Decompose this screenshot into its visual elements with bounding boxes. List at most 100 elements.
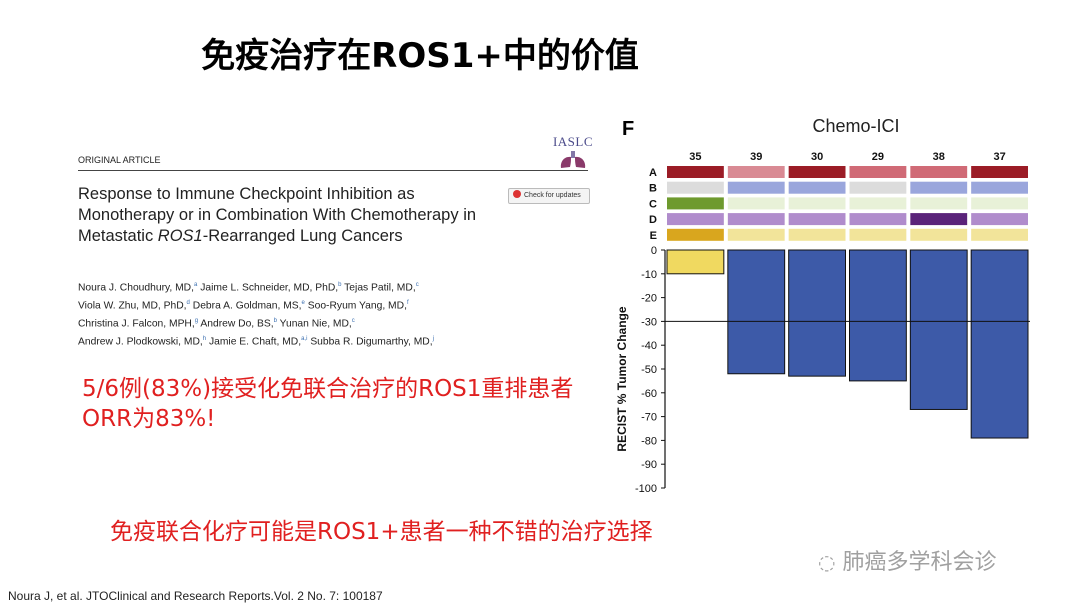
- panel-label: F: [622, 118, 634, 140]
- author-name: Jaime L. Schneider, MD, PhD,: [200, 282, 339, 294]
- y-tick-label: -60: [641, 388, 657, 400]
- patient-id-label: 37: [993, 151, 1005, 163]
- annotation-cell: [971, 166, 1028, 178]
- author-name: Jamie E. Chaft, MD,: [208, 336, 302, 348]
- annotation-cell: [971, 197, 1028, 210]
- author-name: Subba R. Digumarthy, MD,: [310, 336, 433, 348]
- patient-id-label: 30: [811, 151, 823, 163]
- annotation-cell: [971, 213, 1028, 226]
- citation: Noura J, et al. JTOClinical and Research…: [8, 589, 383, 603]
- author-list: Noura J. Choudhury, MD,a Jaime L. Schnei…: [78, 278, 538, 350]
- author-name: Debra A. Goldman, MS,: [192, 300, 302, 312]
- slide-title: 免疫治疗在ROS1+中的价值: [201, 36, 639, 76]
- header-divider: [78, 170, 588, 171]
- annotation-cell: [788, 228, 846, 241]
- paper-title-gene: ROS1: [157, 227, 203, 245]
- waterfall-bar: [909, 249, 968, 410]
- annotation-cell: [971, 181, 1028, 194]
- author-affiliation: b: [273, 317, 277, 324]
- annotation-cell: [910, 197, 968, 210]
- y-tick-label: -10: [641, 269, 657, 281]
- author-affiliation: c: [351, 317, 355, 324]
- annotation-cell: [727, 213, 785, 226]
- y-tick-label: -70: [641, 412, 657, 424]
- annotation-cell: [788, 213, 846, 226]
- author-affiliation: h: [202, 335, 207, 342]
- annotation-cell: [727, 181, 785, 194]
- y-tick-label: -30: [641, 316, 657, 328]
- author-affiliation: g: [194, 317, 199, 324]
- patient-id-label: 35: [689, 151, 701, 163]
- annotation-row-label: C: [649, 198, 657, 210]
- annotation-cell: [727, 228, 785, 241]
- y-tick-label: -40: [641, 340, 657, 352]
- annotation-cell: [667, 213, 724, 226]
- patient-id-label: 29: [872, 151, 884, 163]
- annotation-cell: [788, 197, 846, 210]
- waterfall-bar: [727, 249, 786, 375]
- annotation-cell: [727, 166, 785, 178]
- wechat-icon: ◌: [818, 550, 836, 574]
- annotation-cell: [849, 228, 907, 241]
- annotation-cell: [667, 197, 724, 210]
- annotation-cell: [849, 166, 907, 178]
- y-tick-label: -80: [641, 435, 657, 447]
- annotation-cell: [667, 166, 724, 178]
- author-name: Viola W. Zhu, MD, PhD,: [78, 300, 187, 312]
- paper-title-part: -Rearranged Lung Cancers: [202, 227, 403, 245]
- annotation-row-label: B: [649, 183, 657, 195]
- author-name: Soo-Ryum Yang, MD,: [307, 300, 407, 312]
- annotation-cell: [971, 228, 1028, 241]
- author-name: Noura J. Choudhury, MD,: [78, 282, 194, 294]
- check-for-updates-button[interactable]: Check for updates: [508, 188, 590, 204]
- annotation-cell: [788, 181, 846, 194]
- author-affiliation: a: [193, 282, 198, 288]
- waterfall-bar: [849, 249, 907, 382]
- waterfall-bar: [970, 249, 1029, 439]
- author-name: Tejas Patil, MD,: [344, 282, 416, 294]
- annotation-row-label: A: [649, 167, 657, 179]
- author-affiliation: e: [301, 299, 305, 306]
- author-affiliation: b: [338, 282, 342, 288]
- author-name: Andrew Do, BS,: [200, 318, 274, 330]
- annotation-cell: [667, 228, 724, 241]
- y-tick-label: -50: [641, 364, 657, 376]
- key-finding-text: 5/6例(83%)接受化免联合治疗的ROS1重排患者ORR为83%!: [82, 376, 574, 432]
- annotation-cell: [788, 166, 846, 178]
- author-affiliation: a,i: [301, 335, 308, 342]
- paper-title-part: Response to Immune Checkpoint Inhibition…: [78, 185, 477, 245]
- watermark: ◌ 肺癌多学科会诊: [818, 544, 996, 576]
- y-tick-label: -90: [641, 459, 657, 471]
- author-affiliation: j: [432, 335, 434, 342]
- y-tick-label: -100: [635, 483, 657, 495]
- annotation-cell: [910, 213, 968, 226]
- annotation-cell: [849, 213, 907, 226]
- annotation-cell: [910, 166, 968, 178]
- updates-icon: [513, 190, 521, 198]
- journal-logo: IASLC: [546, 134, 600, 174]
- y-tick-label: 0: [651, 245, 657, 257]
- annotation-cell: [667, 181, 724, 194]
- patient-id-label: 39: [750, 151, 762, 163]
- patient-id-label: 38: [933, 151, 945, 163]
- annotation-cell: [910, 181, 968, 194]
- annotation-cell: [849, 181, 907, 194]
- waterfall-bar: [788, 249, 847, 377]
- watermark-text: 肺癌多学科会诊: [842, 550, 997, 575]
- annotation-cell: [849, 197, 907, 210]
- paper-excerpt: IASLC ORIGINAL ARTICLE Response to Immun…: [78, 130, 600, 347]
- author-affiliation: c: [415, 282, 419, 288]
- journal-logo-text: IASLC: [552, 134, 594, 149]
- author-affiliation: f: [406, 299, 409, 306]
- chart-title: Chemo-ICI: [812, 116, 899, 136]
- lungs-icon: [560, 151, 586, 168]
- annotation-row-label: E: [650, 230, 657, 242]
- author-name: Yunan Nie, MD,: [279, 318, 352, 330]
- check-for-updates-label: Check for updates: [524, 192, 581, 199]
- conclusion-text: 免疫联合化疗可能是ROS1+患者一种不错的治疗选择: [110, 519, 653, 545]
- y-axis-label: RECIST % Tumor Change: [615, 306, 629, 451]
- annotation-cell: [910, 228, 968, 241]
- author-affiliation: d: [186, 299, 190, 306]
- annotation-row-label: D: [649, 214, 657, 226]
